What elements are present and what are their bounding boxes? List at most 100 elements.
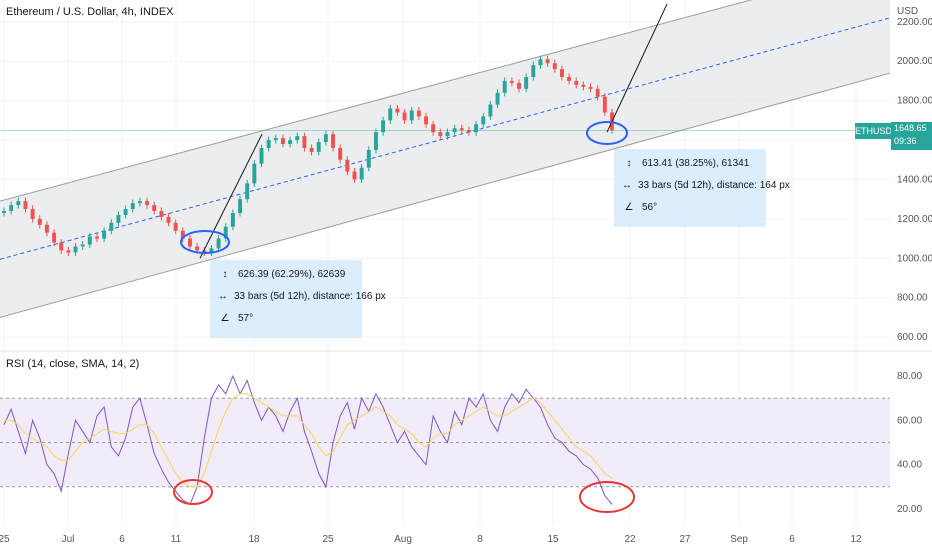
candle-body	[524, 77, 529, 89]
candle-body	[538, 59, 543, 66]
candle-body	[209, 248, 214, 253]
candle-body	[445, 132, 450, 137]
candle-body	[273, 138, 278, 141]
candle-body	[216, 238, 221, 249]
candle-body	[602, 96, 607, 113]
candle-body	[52, 232, 57, 243]
rsi-tick-label: 60.00	[897, 415, 922, 426]
price-tick-label: 1800.00	[897, 96, 932, 107]
candle-body	[488, 104, 493, 117]
candle-body	[2, 211, 6, 213]
candlestick-series	[0, 55, 890, 256]
price-value-box: 1648.65 09:36	[891, 122, 932, 150]
candle-body	[595, 88, 600, 97]
time-tick-label: 15	[547, 534, 559, 545]
channel-lower-line	[0, 72, 891, 318]
tooltip-angle: 56°	[642, 202, 658, 213]
angle-icon: ∠	[624, 202, 634, 213]
rsi-line	[3, 374, 613, 506]
candle-body	[559, 69, 564, 77]
tooltip-bars: 33 bars (5d 12h), distance: 164 px	[638, 180, 790, 191]
candle-body	[252, 163, 257, 184]
channel-fill	[0, 0, 890, 318]
candle-body	[59, 242, 64, 251]
time-tick-label: 11	[171, 534, 182, 545]
bars-icon: ↔	[218, 291, 228, 302]
price-tick-label: 600.00	[897, 332, 928, 343]
candle-body	[331, 134, 336, 148]
candle-body	[581, 84, 586, 87]
tooltip-bars: 33 bars (5d 12h), distance: 166 px	[234, 291, 386, 302]
time-tick-label: 6	[119, 534, 125, 545]
rsi-tick-label: 80.00	[897, 371, 922, 382]
candle-body	[23, 201, 28, 210]
candle-body	[202, 250, 207, 253]
measure-line-1	[199, 133, 263, 259]
candle-body	[152, 205, 157, 211]
candle-body	[123, 209, 128, 215]
range-icon: ↕	[222, 269, 228, 280]
time-tick-label: 22	[624, 534, 636, 545]
candle-body	[137, 201, 142, 204]
tooltip-range-row: ↕ 626.39 (62.29%), 62639	[218, 264, 354, 286]
candle-body	[373, 132, 378, 150]
candle-body	[481, 116, 486, 125]
candle-body	[474, 124, 479, 133]
candle-body	[431, 124, 436, 133]
tooltip-range-row: ↕ 613.41 (38.25%), 61341	[622, 153, 758, 175]
regression-channel	[0, 0, 891, 318]
last-price-badge: ETHUSD 1648.65 09:36	[855, 122, 932, 150]
candle-body	[44, 224, 49, 233]
candle-body	[195, 246, 200, 251]
candle-body	[259, 147, 264, 164]
candle-body	[352, 171, 357, 180]
candle-body	[416, 110, 421, 117]
rsi-tick-label: 40.00	[897, 460, 922, 471]
candle-body	[309, 147, 314, 152]
price-tick-label: 800.00	[897, 293, 928, 304]
candle-body	[502, 80, 507, 93]
time-tick-label: Aug	[394, 534, 412, 545]
bars-icon: ↔	[622, 180, 632, 191]
candle-body	[116, 214, 121, 223]
measure-tooltip-2: ↕ 613.41 (38.25%), 61341 ↔ 33 bars (5d 12h…	[614, 149, 790, 227]
candle-body	[280, 138, 285, 144]
candle-body	[381, 120, 386, 133]
candle-body	[245, 183, 250, 200]
candle-body	[295, 136, 300, 141]
price-tick-label: 1200.00	[897, 214, 932, 225]
symbol-tag: ETHUSD	[855, 123, 892, 139]
currency-label: USD	[897, 6, 918, 17]
candle-body	[180, 230, 185, 239]
candle-body	[366, 149, 371, 168]
measure-line-2	[606, 3, 668, 133]
candle-body	[223, 226, 228, 239]
candle-body	[102, 230, 107, 239]
tooltip-range: 613.41 (38.25%), 61341	[642, 158, 750, 169]
candle-body	[466, 130, 471, 133]
candle-body	[16, 201, 21, 206]
candle-body	[323, 134, 328, 143]
price-tick-label: 2000.00	[897, 56, 932, 67]
candle-body	[173, 222, 178, 231]
price-tick-label: 1000.00	[897, 253, 932, 264]
candle-body	[109, 222, 114, 231]
candle-body	[531, 65, 536, 77]
price-axis[interactable]: 2200.002000.001800.001600.001400.001200.…	[897, 17, 932, 343]
rsi-axis[interactable]: 80.00 60.00 40.00 20.00	[897, 371, 922, 515]
tooltip-angle-row: ∠ 56°	[622, 197, 758, 219]
tooltip-angle-row: ∠ 57°	[218, 308, 354, 330]
candle-body	[567, 77, 572, 81]
candle-body	[145, 201, 150, 206]
candle-body	[517, 82, 521, 89]
candle-body	[338, 147, 343, 160]
candle-body	[30, 209, 35, 219]
time-tick-label: 27	[679, 534, 691, 545]
candle-body	[95, 236, 99, 239]
rsi-low-circle-1	[173, 479, 213, 505]
rsi-tick-label: 20.00	[897, 504, 922, 515]
candle-body	[402, 112, 407, 121]
time-axis[interactable]: 25 Jul 6 11 18 25 Aug 8 15 22 27 Sep 6 12	[0, 534, 862, 545]
candle-body	[302, 136, 307, 148]
